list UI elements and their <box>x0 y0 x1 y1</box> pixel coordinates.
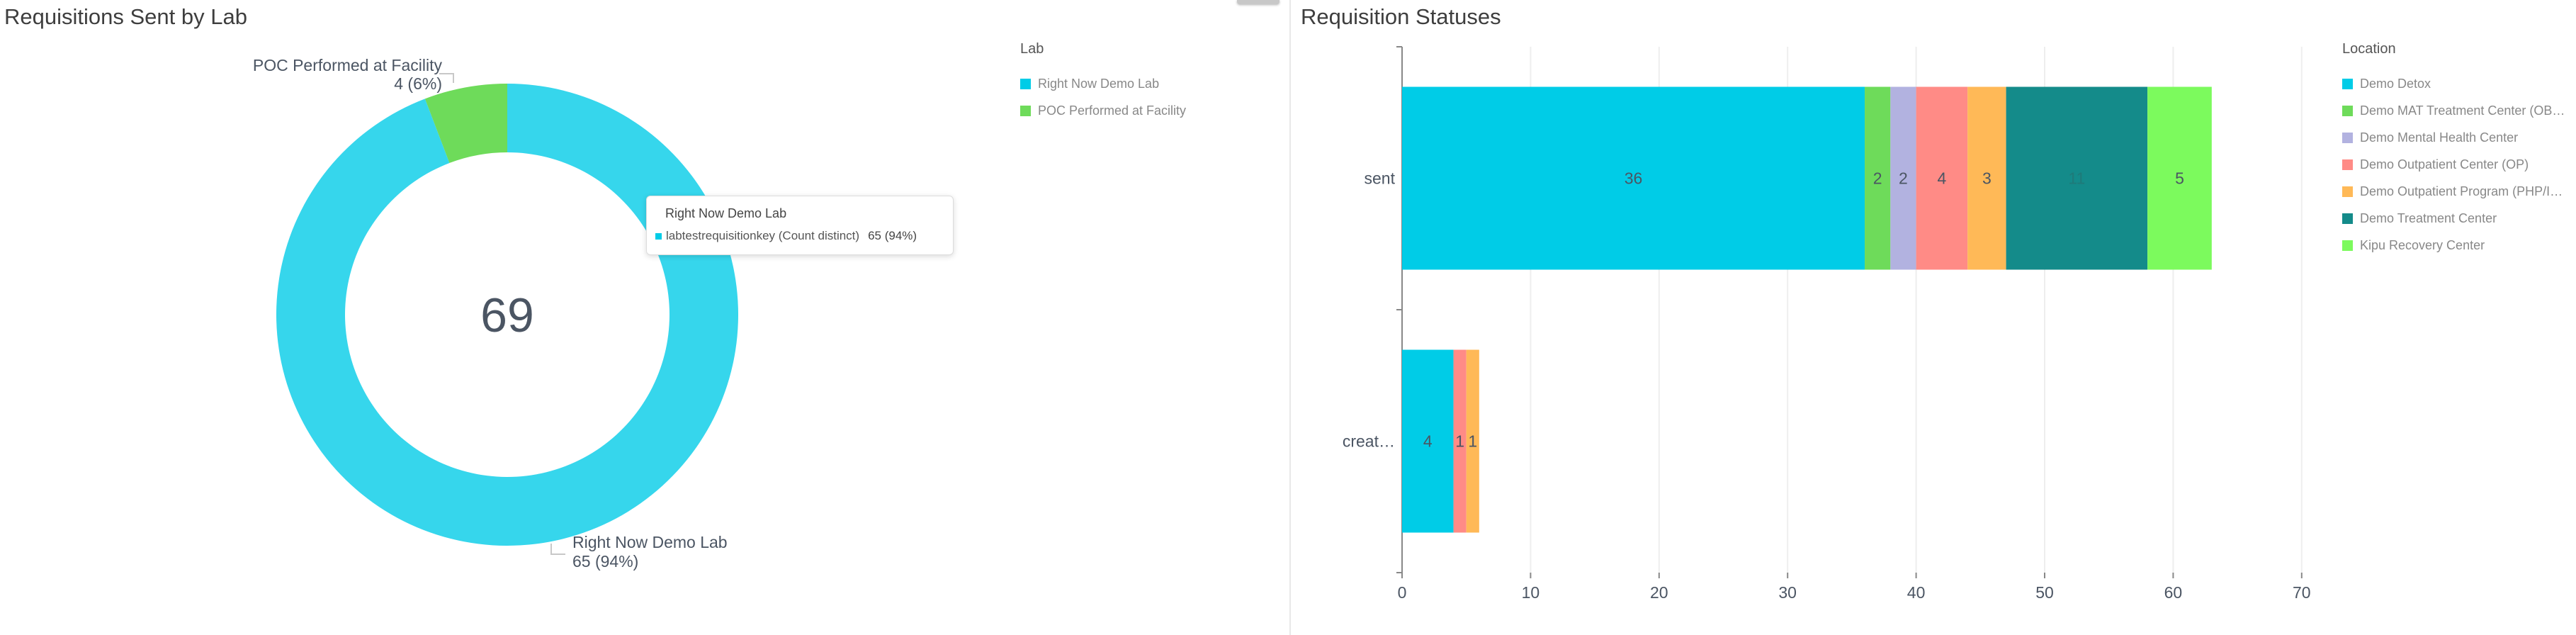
location-legend-item-0[interactable]: Demo Detox <box>2342 70 2565 97</box>
bar-segment-1-3[interactable] <box>1453 349 1467 533</box>
scroll-handle[interactable] <box>1237 0 1279 4</box>
lab-legend: Lab Right Now Demo Lab POC Performed at F… <box>1020 41 1186 124</box>
x-tick-label-40: 40 <box>1907 583 1926 602</box>
lab-legend-item-0[interactable]: Right Now Demo Lab <box>1020 70 1186 97</box>
bar-segment-1-4[interactable] <box>1466 349 1479 533</box>
bar-chart-title: Requisition Statuses <box>1301 4 1501 29</box>
bar-segment-0-2[interactable] <box>1890 86 1916 270</box>
x-tick-label-20: 20 <box>1650 583 1668 602</box>
donut-slice-0[interactable] <box>276 84 739 546</box>
x-tick-label-30: 30 <box>1778 583 1797 602</box>
tooltip-title: Right Now Demo Lab <box>665 206 787 220</box>
tooltip-swatch <box>655 232 662 240</box>
tooltip-value: 65 (94%) <box>868 229 917 242</box>
stacked-bar-chart: 0 10 20 30 40 50 60 70 sent 36 2 2 4 3 11 5 creat… 4 1 1 <box>1343 46 2311 602</box>
legend-label: Right Now Demo Lab <box>1038 76 1160 91</box>
bar-data-label-1-4: 1 <box>1468 432 1477 451</box>
x-tick-label-0: 0 <box>1398 583 1407 602</box>
legend-swatch <box>1020 78 1031 89</box>
slice-value-0: 65 (94%) <box>572 552 638 571</box>
bar-segment-0-3[interactable] <box>1916 86 1968 270</box>
bar-chart-panel: Requisition Statuses 0 10 20 30 40 50 60 70 sent… <box>1291 0 2576 635</box>
location-legend: Location Demo Detox Demo MAT Treatment Ce… <box>2342 41 2565 259</box>
bar-data-label-0-6: 5 <box>2175 169 2184 188</box>
y-category-label-1: creat… <box>1343 432 1395 451</box>
bar-segment-0-0[interactable] <box>1402 86 1865 270</box>
bar-segment-0-1[interactable] <box>1865 86 1891 270</box>
slice-leader-line-0 <box>550 544 565 555</box>
legend-label: Demo Outpatient Program (PHP/I… <box>2360 184 2563 198</box>
lab-legend-title: Lab <box>1020 41 1044 57</box>
bar-data-label-0-3: 4 <box>1937 169 1946 188</box>
legend-swatch <box>2342 159 2353 170</box>
bar-data-label-0-1: 2 <box>1873 169 1882 188</box>
slice-label-1: POC Performed at Facility <box>253 56 443 74</box>
slice-tooltip: Right Now Demo Lab labtestrequisitionkey… <box>646 196 954 255</box>
legend-label: Demo Detox <box>2360 76 2431 91</box>
legend-swatch <box>2342 240 2353 251</box>
location-legend-title: Location <box>2342 41 2396 57</box>
bar-segment-0-6[interactable] <box>2147 86 2212 270</box>
legend-label: POC Performed at Facility <box>1038 103 1187 118</box>
legend-swatch <box>2342 105 2353 116</box>
location-legend-item-5[interactable]: Demo Treatment Center <box>2342 205 2565 232</box>
location-legend-item-1[interactable]: Demo MAT Treatment Center (OB… <box>2342 97 2565 124</box>
location-legend-item-6[interactable]: Kipu Recovery Center <box>2342 232 2565 259</box>
location-legend-item-2[interactable]: Demo Mental Health Center <box>2342 124 2565 151</box>
bar-data-label-1-0: 4 <box>1423 432 1433 451</box>
location-legend-item-3[interactable]: Demo Outpatient Center (OP) <box>2342 151 2565 178</box>
tooltip-metric: labtestrequisitionkey (Count distinct) <box>666 229 860 242</box>
legend-swatch <box>2342 186 2353 197</box>
legend-label: Demo Treatment Center <box>2360 210 2497 225</box>
donut-center-total: 69 <box>480 288 534 342</box>
x-tick-label-60: 60 <box>2164 583 2183 602</box>
bar-segment-0-5[interactable] <box>2006 86 2148 270</box>
bar-data-label-1-3: 1 <box>1455 432 1464 451</box>
bar-segment-1-0[interactable] <box>1402 349 1454 533</box>
bar-data-label-0-5: 11 <box>2068 169 2085 188</box>
y-category-label-0: sent <box>1365 169 1396 188</box>
tooltip-row: labtestrequisitionkey (Count distinct) 6… <box>655 229 917 243</box>
bar-data-label-0-2: 2 <box>1899 169 1908 188</box>
legend-swatch <box>2342 132 2353 143</box>
donut-slice-1[interactable] <box>424 84 507 164</box>
bar-data-label-0-4: 3 <box>1982 169 1992 188</box>
legend-label: Demo Outpatient Center (OP) <box>2360 157 2529 172</box>
location-legend-item-4[interactable]: Demo Outpatient Program (PHP/I… <box>2342 178 2565 205</box>
slice-label-0: Right Now Demo Lab <box>572 533 728 551</box>
legend-label: Demo MAT Treatment Center (OB… <box>2360 103 2565 118</box>
slice-value-1: 4 (6%) <box>394 74 442 93</box>
x-tick-label-70: 70 <box>2293 583 2311 602</box>
lab-legend-item-1[interactable]: POC Performed at Facility <box>1020 97 1186 124</box>
legend-label: Demo Mental Health Center <box>2360 130 2519 145</box>
slice-leader-line-1 <box>439 73 454 83</box>
donut-chart-panel: Requisitions Sent by Lab 69 Right Now Dem… <box>4 0 1291 635</box>
bar-segment-0-4[interactable] <box>1967 86 2006 270</box>
bar-data-label-0-0: 36 <box>1625 169 1643 188</box>
legend-swatch <box>2342 78 2353 89</box>
x-tick-label-50: 50 <box>2035 583 2054 602</box>
legend-label: Kipu Recovery Center <box>2360 237 2485 252</box>
legend-swatch <box>2342 213 2353 224</box>
legend-swatch <box>1020 105 1031 116</box>
x-tick-label-10: 10 <box>1522 583 1540 602</box>
donut-chart-title: Requisitions Sent by Lab <box>4 4 247 29</box>
